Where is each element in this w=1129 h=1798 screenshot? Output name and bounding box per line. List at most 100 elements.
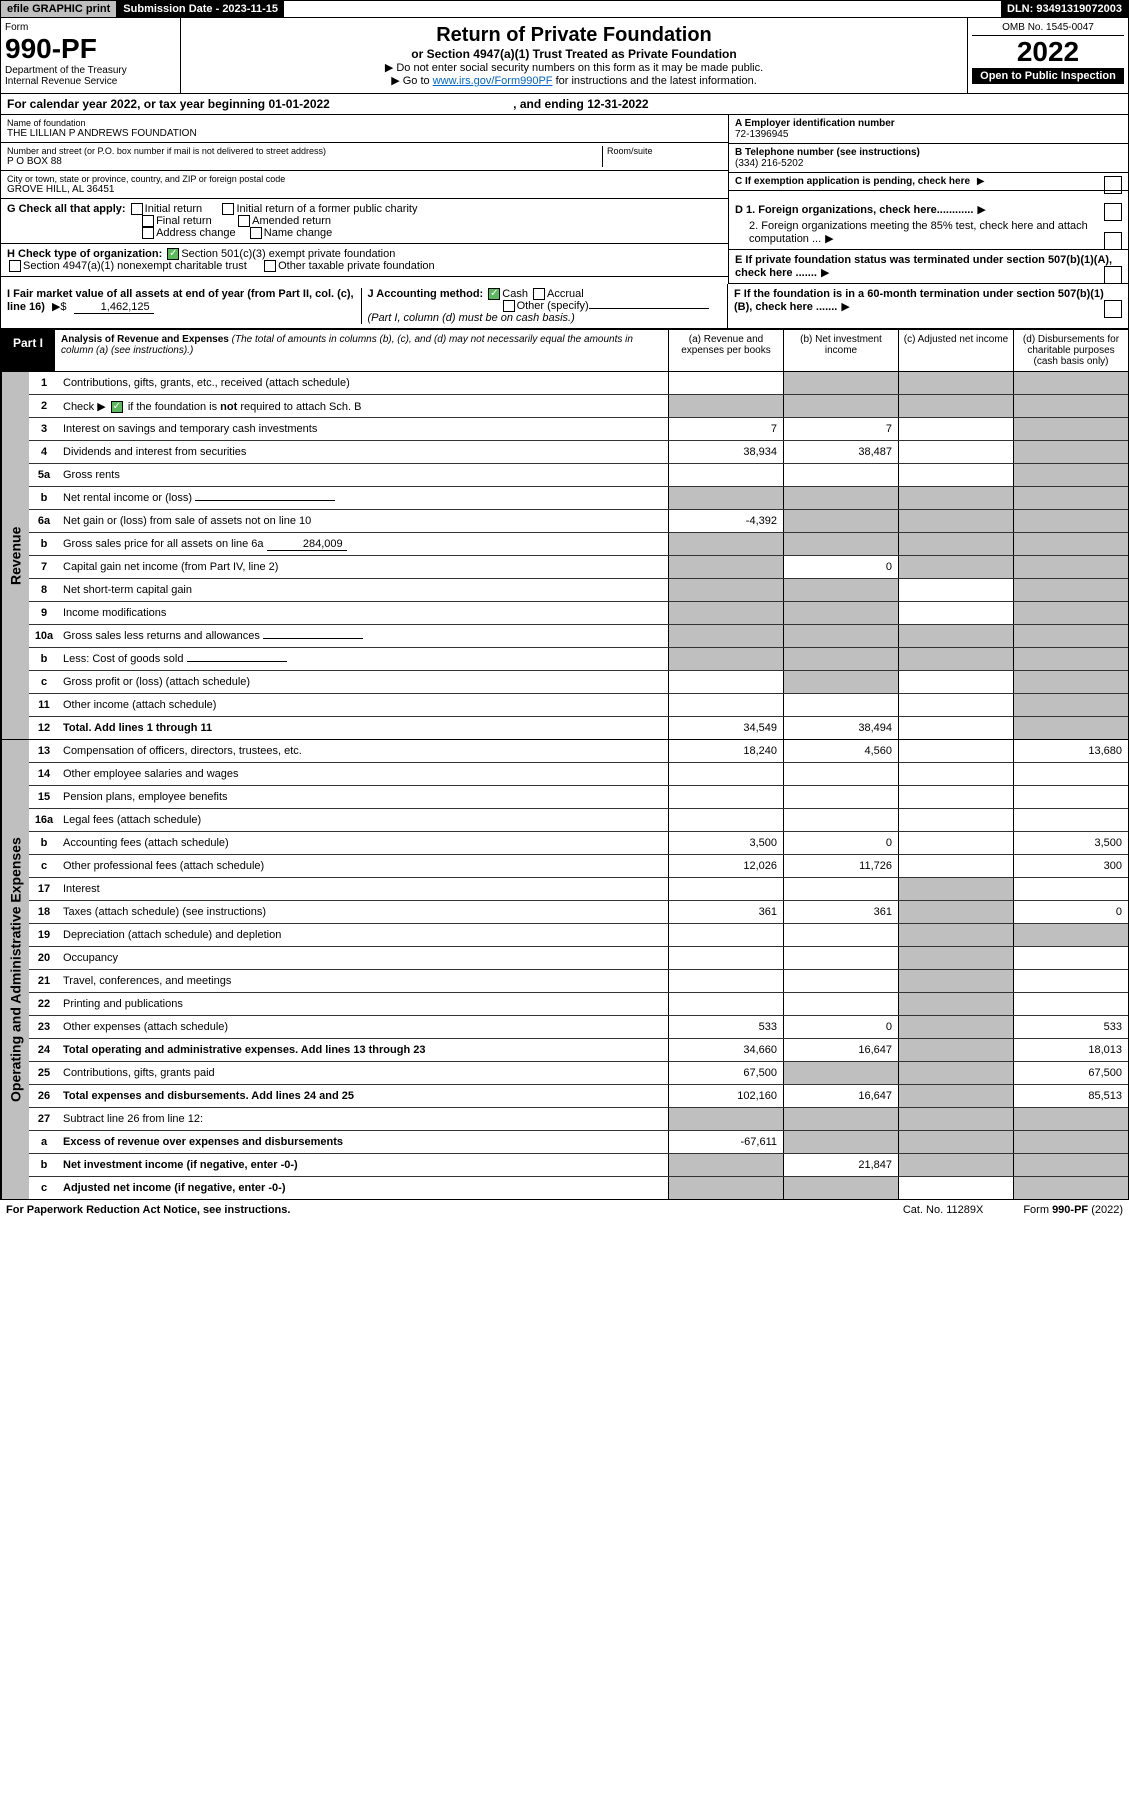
l4-label: Dividends and interest from securities <box>59 444 668 460</box>
g-label: G Check all that apply: <box>7 203 126 215</box>
d2-label: 2. Foreign organizations meeting the 85%… <box>749 220 1088 245</box>
efile-print-button[interactable]: efile GRAPHIC print <box>1 1 117 17</box>
l3-label: Interest on savings and temporary cash i… <box>59 421 668 437</box>
l12-b: 38,494 <box>783 717 898 739</box>
l27c-label: Adjusted net income (if negative, enter … <box>59 1180 668 1196</box>
l27a-a: -67,611 <box>668 1131 783 1153</box>
foundation-name: THE LILLIAN P ANDREWS FOUNDATION <box>7 128 722 139</box>
addr-change-checkbox[interactable] <box>142 227 154 239</box>
initial-return-checkbox[interactable] <box>131 203 143 215</box>
l25-d: 67,500 <box>1013 1062 1128 1084</box>
l18-b: 361 <box>783 901 898 923</box>
line-21: 21Travel, conferences, and meetings <box>29 970 1128 993</box>
accrual-checkbox[interactable] <box>533 288 545 300</box>
amended-checkbox[interactable] <box>238 215 250 227</box>
ein-row: A Employer identification number 72-1396… <box>729 115 1128 144</box>
section-f: F If the foundation is in a 60-month ter… <box>728 284 1128 328</box>
line-5b: bNet rental income or (loss) <box>29 487 1128 510</box>
form-number: 990-PF <box>5 33 176 65</box>
l17-label: Interest <box>59 881 668 897</box>
part1-title: Analysis of Revenue and Expenses <box>61 334 229 345</box>
d1-checkbox[interactable] <box>1104 203 1122 221</box>
l16c-b: 11,726 <box>783 855 898 877</box>
e-label: E If private foundation status was termi… <box>735 254 1112 279</box>
l23-d: 533 <box>1013 1016 1128 1038</box>
f-checkbox[interactable] <box>1104 300 1122 318</box>
addr-change: Address change <box>156 227 236 239</box>
name-change-checkbox[interactable] <box>250 227 262 239</box>
instr-pre: ▶ Go to <box>391 75 432 87</box>
line-25: 25Contributions, gifts, grants paid67,50… <box>29 1062 1128 1085</box>
cal-end: 12-31-2022 <box>587 97 648 111</box>
accrual-label: Accrual <box>547 288 584 300</box>
section-h: H Check type of organization: Section 50… <box>1 244 728 277</box>
part1-tag: Part I <box>1 330 55 371</box>
line-12: 12Total. Add lines 1 through 1134,54938,… <box>29 717 1128 739</box>
l2-label: Check ▶ if the foundation is not require… <box>59 398 668 415</box>
l16b-b: 0 <box>783 832 898 854</box>
part1-desc: Analysis of Revenue and Expenses (The to… <box>55 330 668 371</box>
name-change: Name change <box>264 227 333 239</box>
footer-form: Form 990-PF (2022) <box>1023 1204 1123 1216</box>
cal-mid: , and ending <box>510 97 587 111</box>
e-checkbox[interactable] <box>1104 266 1122 284</box>
part1-header: Part I Analysis of Revenue and Expenses … <box>0 329 1129 372</box>
l13-d: 13,680 <box>1013 740 1128 762</box>
l6a-a: -4,392 <box>668 510 783 532</box>
l10c-label: Gross profit or (loss) (attach schedule) <box>59 674 668 690</box>
final-return-checkbox[interactable] <box>142 215 154 227</box>
phone: (334) 216-5202 <box>735 158 1122 169</box>
submission-date: Submission Date - 2023-11-15 <box>117 1 284 17</box>
initial-former: Initial return of a former public charit… <box>236 203 417 215</box>
c-label: C If exemption application is pending, c… <box>735 176 970 187</box>
4947-checkbox[interactable] <box>9 260 21 272</box>
l4-b: 38,487 <box>783 441 898 463</box>
l23-a: 533 <box>668 1016 783 1038</box>
line-24: 24Total operating and administrative exp… <box>29 1039 1128 1062</box>
line-16a: 16aLegal fees (attach schedule) <box>29 809 1128 832</box>
form-title: Return of Private Foundation <box>187 24 961 47</box>
arrow-icon: ▶ <box>821 266 829 279</box>
col-d-hdr: (d) Disbursements for charitable purpose… <box>1013 330 1128 371</box>
schb-checkbox[interactable] <box>111 401 123 413</box>
l16a-label: Legal fees (attach schedule) <box>59 812 668 828</box>
d2-checkbox[interactable] <box>1104 232 1122 250</box>
l26-d: 85,513 <box>1013 1085 1128 1107</box>
line-14: 14Other employee salaries and wages <box>29 763 1128 786</box>
l14-label: Other employee salaries and wages <box>59 766 668 782</box>
l27-label: Subtract line 26 from line 12: <box>59 1111 668 1127</box>
irs-label: Internal Revenue Service <box>5 76 176 87</box>
header-right: OMB No. 1545-0047 2022 Open to Public In… <box>968 18 1128 93</box>
section-e: E If private foundation status was termi… <box>729 250 1128 284</box>
501c3-checkbox[interactable] <box>167 248 179 260</box>
line-16b: bAccounting fees (attach schedule)3,5000… <box>29 832 1128 855</box>
open-inspection: Open to Public Inspection <box>972 68 1124 84</box>
l18-d: 0 <box>1013 901 1128 923</box>
line-23: 23Other expenses (attach schedule)533053… <box>29 1016 1128 1039</box>
revenue-section: Revenue 1Contributions, gifts, grants, e… <box>0 372 1129 740</box>
line-2: 2Check ▶ if the foundation is not requir… <box>29 395 1128 418</box>
j-label: J Accounting method: <box>368 288 484 300</box>
line-3: 3Interest on savings and temporary cash … <box>29 418 1128 441</box>
line-4: 4Dividends and interest from securities3… <box>29 441 1128 464</box>
initial-former-checkbox[interactable] <box>222 203 234 215</box>
l18-label: Taxes (attach schedule) (see instruction… <box>59 904 668 920</box>
4947: Section 4947(a)(1) nonexempt charitable … <box>23 260 247 272</box>
col-a-hdr: (a) Revenue and expenses per books <box>668 330 783 371</box>
l15-label: Pension plans, employee benefits <box>59 789 668 805</box>
room-label: Room/suite <box>607 146 722 156</box>
other-taxable: Other taxable private foundation <box>278 260 435 272</box>
col-c-hdr: (c) Adjusted net income <box>898 330 1013 371</box>
l25-a: 67,500 <box>668 1062 783 1084</box>
line-27c: cAdjusted net income (if negative, enter… <box>29 1177 1128 1199</box>
cash-checkbox[interactable] <box>488 288 500 300</box>
l26-label: Total expenses and disbursements. Add li… <box>59 1088 668 1104</box>
l16b-a: 3,500 <box>668 832 783 854</box>
page-footer: For Paperwork Reduction Act Notice, see … <box>0 1200 1129 1220</box>
ein-label: A Employer identification number <box>735 118 1122 129</box>
other-taxable-checkbox[interactable] <box>264 260 276 272</box>
irs-link[interactable]: www.irs.gov/Form990PF <box>433 75 553 87</box>
other-method-checkbox[interactable] <box>503 300 515 312</box>
check-grid: G Check all that apply: Initial return I… <box>0 199 1129 284</box>
c-checkbox[interactable] <box>1104 176 1122 194</box>
